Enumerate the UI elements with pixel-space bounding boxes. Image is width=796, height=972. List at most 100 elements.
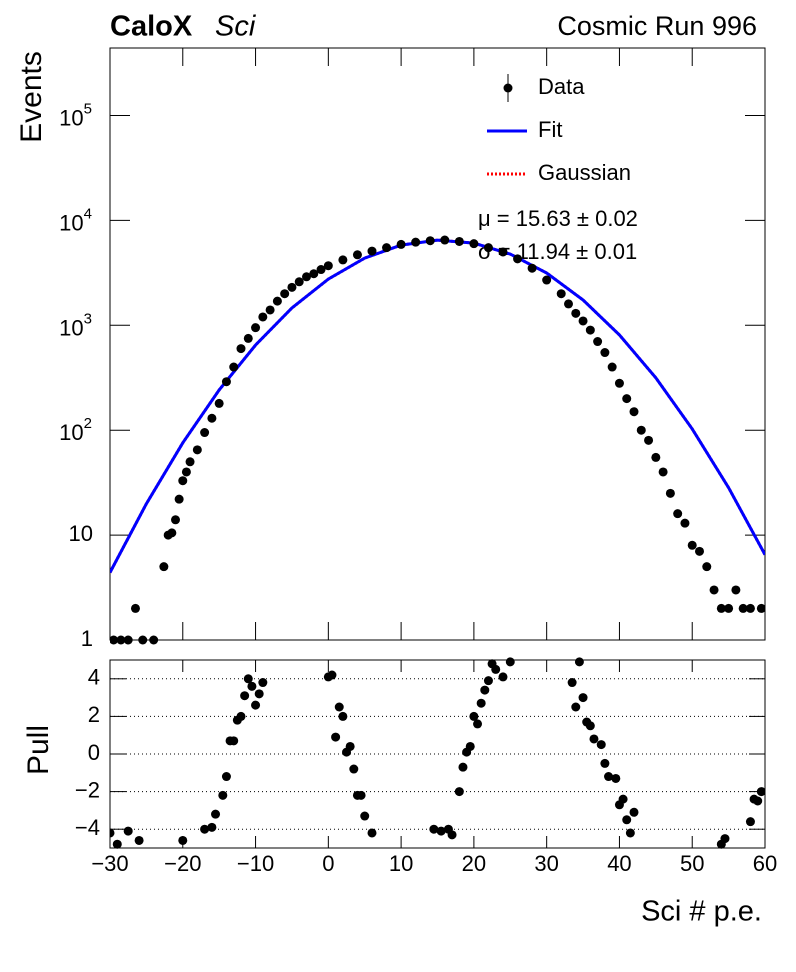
data-point xyxy=(629,407,639,417)
x-tick-label: 60 xyxy=(753,851,777,876)
y-tick-exponent: 5 xyxy=(84,100,92,117)
data-point xyxy=(116,635,126,645)
data-point xyxy=(171,515,180,525)
y-tick-label: 4 xyxy=(88,665,100,690)
top-plot xyxy=(110,235,765,645)
x-tick-label: 30 xyxy=(534,851,558,876)
data-point xyxy=(221,377,231,387)
pull-point xyxy=(360,811,370,821)
pull-point xyxy=(211,809,221,819)
pull-point xyxy=(247,681,257,691)
y-axis-label: Pull xyxy=(22,725,55,775)
data-point xyxy=(644,435,654,445)
pull-point xyxy=(436,826,446,836)
pull-point xyxy=(589,734,599,744)
pull-point xyxy=(596,740,606,750)
pull-point xyxy=(178,835,188,845)
x-tick-label: −20 xyxy=(164,851,201,876)
data-point xyxy=(756,603,765,613)
y-tick-label: 1 xyxy=(81,626,93,651)
pull-point xyxy=(574,657,584,667)
pull-point xyxy=(611,773,621,783)
pull-point xyxy=(469,711,479,721)
y-tick-base: 10 xyxy=(59,210,83,235)
data-point xyxy=(440,235,450,245)
pull-point xyxy=(622,815,632,825)
pull-point xyxy=(720,834,730,844)
y-tick-label: −2 xyxy=(75,777,100,802)
data-point xyxy=(724,603,734,613)
pull-point xyxy=(756,787,765,797)
y-tick-label: 102 xyxy=(59,415,92,445)
pull-point xyxy=(367,828,377,838)
x-tick-label: −10 xyxy=(237,851,274,876)
x-tick-label: 0 xyxy=(322,851,334,876)
data-point xyxy=(174,494,184,504)
data-point xyxy=(578,316,588,326)
annotation: μ = 15.63 ± 0.02 xyxy=(478,206,638,231)
pull-point xyxy=(334,702,344,712)
pull-point xyxy=(258,678,268,688)
data-point xyxy=(513,254,523,264)
data-point xyxy=(200,428,210,438)
legend-label: Gaussian xyxy=(538,160,631,185)
data-point xyxy=(367,246,377,256)
pull-point xyxy=(331,732,341,742)
data-point xyxy=(159,562,169,572)
y-tick-exponent: 3 xyxy=(84,310,92,327)
plot-frame xyxy=(109,47,766,641)
data-point xyxy=(738,603,748,613)
pull-point xyxy=(429,824,439,834)
pull-point xyxy=(476,698,486,708)
pull-point xyxy=(745,817,755,827)
pull-point xyxy=(618,794,628,804)
y-tick-label: 2 xyxy=(88,702,100,727)
data-point xyxy=(294,277,304,287)
chart-title: CaloX xyxy=(110,11,193,43)
y-tick-label: −4 xyxy=(75,815,100,840)
y-tick-exponent: 2 xyxy=(84,415,92,432)
data-point xyxy=(498,247,508,257)
data-point xyxy=(251,323,261,333)
data-point xyxy=(309,269,319,279)
x-tick-label: 10 xyxy=(389,851,413,876)
pull-point xyxy=(578,693,588,703)
pull-point xyxy=(505,657,515,667)
data-point xyxy=(593,337,603,347)
pull-point xyxy=(458,762,468,772)
data-point xyxy=(178,476,188,486)
pull-point xyxy=(123,826,133,836)
pull-point xyxy=(585,721,595,731)
data-point xyxy=(680,518,690,528)
data-point xyxy=(149,635,159,645)
data-point xyxy=(185,457,195,467)
data-point xyxy=(651,452,661,462)
data-point xyxy=(396,239,406,249)
pull-point xyxy=(480,685,490,695)
x-axis-label: Sci # p.e. xyxy=(641,896,762,928)
pull-plot xyxy=(110,657,765,849)
pull-point xyxy=(483,676,493,686)
data-point xyxy=(265,305,275,315)
data-point xyxy=(229,362,239,372)
data-point xyxy=(731,585,741,595)
chart-subtitle: Sci xyxy=(215,11,257,43)
legend-label: Data xyxy=(538,74,585,99)
x-tick-label: 20 xyxy=(462,851,486,876)
pull-point xyxy=(629,807,639,817)
data-point xyxy=(316,265,326,275)
y-axis-label: Events xyxy=(15,51,48,143)
data-point xyxy=(167,528,177,538)
data-point xyxy=(745,603,755,613)
y-tick-base: 10 xyxy=(59,315,83,340)
pull-point xyxy=(473,719,483,729)
data-point xyxy=(636,425,646,435)
pull-point xyxy=(349,764,359,774)
data-point xyxy=(614,378,624,388)
y-tick-label: 104 xyxy=(59,205,92,235)
pull-point xyxy=(327,670,337,680)
data-point xyxy=(110,635,119,645)
data-point xyxy=(702,562,712,572)
pull-point xyxy=(345,741,355,751)
